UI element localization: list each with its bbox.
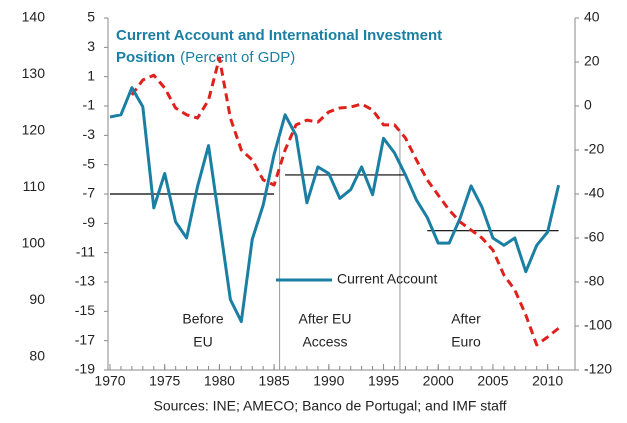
y-tick-label: -17 <box>75 331 95 347</box>
chart-title: Current Account and International Invest… <box>116 27 442 44</box>
x-tick-label: 1995 <box>368 373 399 389</box>
y-tick-label: -7 <box>83 185 96 201</box>
y2-tick-label: 20 <box>584 53 600 69</box>
y3-tick-label: 90 <box>29 291 45 307</box>
chart-title-line2: Position (Percent of GDP) <box>116 49 295 66</box>
y-tick-label: -9 <box>83 214 96 230</box>
period-label: Euro <box>451 334 481 350</box>
y2-tick-label: -40 <box>584 185 604 201</box>
y3-tick-label: 80 <box>29 348 45 364</box>
y-tick-label: -19 <box>75 361 95 377</box>
x-tick-label: 2005 <box>477 373 508 389</box>
x-tick-label: 2000 <box>423 373 454 389</box>
subtitle: (Percent of GDP) <box>180 49 295 66</box>
period-label: After <box>451 311 481 327</box>
y3-tick-label: 120 <box>22 122 46 138</box>
x-tick-label: 2010 <box>532 373 563 389</box>
y3-tick-label: 100 <box>22 235 46 251</box>
period-label: Before <box>182 311 223 327</box>
y-tick-label: -3 <box>83 126 96 142</box>
y3-tick-label: 140 <box>22 9 46 25</box>
y2-tick-label: -120 <box>584 361 612 377</box>
y-tick-label: -1 <box>83 97 96 113</box>
y2-tick-label: -60 <box>584 229 604 245</box>
period-label: Access <box>302 334 347 350</box>
y2-tick-label: 40 <box>584 9 600 25</box>
y3-tick-label: 130 <box>22 65 46 81</box>
legend-label: Current Account <box>337 271 437 287</box>
x-tick-label: 1970 <box>94 373 125 389</box>
x-tick-label: 1985 <box>259 373 290 389</box>
y2-tick-label: 0 <box>584 97 592 113</box>
y-tick-label: -13 <box>75 273 95 289</box>
period-label: After EU <box>299 311 352 327</box>
y2-tick-label: -80 <box>584 273 604 289</box>
y-tick-label: 3 <box>87 38 95 54</box>
y-tick-label: -11 <box>76 243 95 259</box>
x-tick-label: 1975 <box>149 373 180 389</box>
series-line <box>109 86 561 324</box>
source: Sources: INE; AMECO; Banco de Portugal; … <box>153 398 506 414</box>
y-tick-label: -15 <box>75 302 95 318</box>
y3-tick-label: 110 <box>23 178 46 194</box>
y2-tick-label: -20 <box>584 141 604 157</box>
period-label: EU <box>193 334 212 350</box>
y2-tick-label: -100 <box>584 317 612 333</box>
title-line2: Position <box>116 49 175 66</box>
y-tick-label: 1 <box>87 67 95 83</box>
y-tick-label: -5 <box>83 155 96 171</box>
y-tick-label: 5 <box>87 9 95 25</box>
x-tick-label: 1990 <box>313 373 344 389</box>
series-line <box>130 56 560 347</box>
x-tick-label: 1980 <box>204 373 235 389</box>
